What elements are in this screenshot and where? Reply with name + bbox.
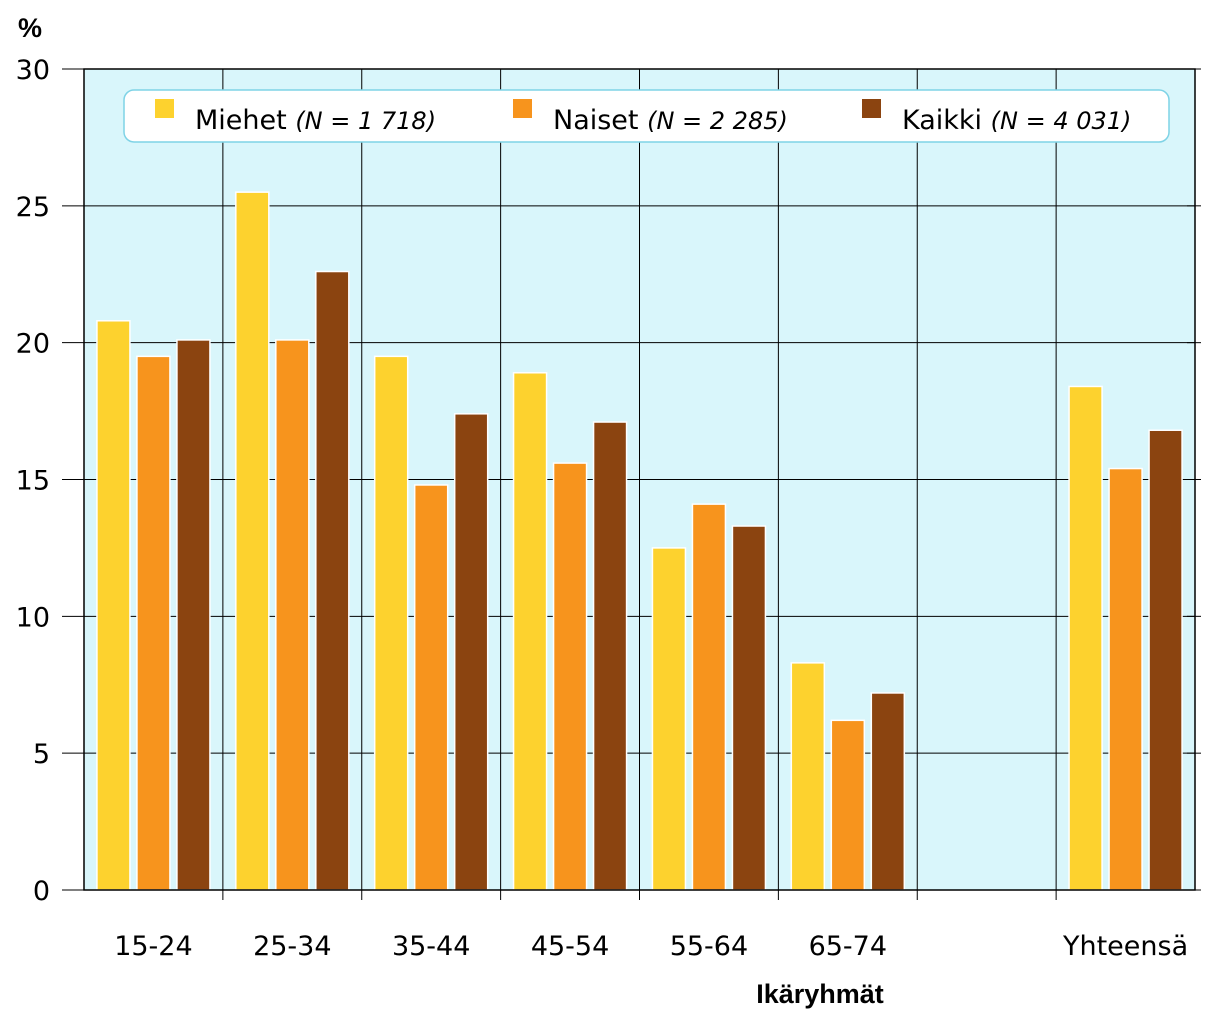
legend-note: (N = 2 285) — [647, 107, 788, 135]
legend-swatch-naiset — [513, 99, 532, 118]
legend-box — [123, 89, 1170, 143]
bar-naiset-25-34 — [275, 339, 310, 891]
legend-label-miehet: Miehet (N = 1 718) — [195, 105, 436, 136]
y-tick-label: 0 — [33, 876, 50, 907]
plot-frame — [83, 68, 1196, 891]
bar-naiset-55-64 — [691, 503, 727, 891]
y-tick-label: 15 — [16, 466, 50, 497]
bar-kaikki-15-24 — [176, 339, 211, 891]
axes — [62, 68, 1201, 900]
y-axis-title: % — [18, 13, 42, 43]
x-tick-label: 15-24 — [114, 931, 192, 962]
bar-miehet-35-44 — [373, 355, 409, 891]
x-tick-label: 45-54 — [531, 931, 609, 962]
bar-miehet-65-74 — [790, 662, 826, 891]
bar-kaikki-65-74 — [870, 692, 906, 891]
bar-miehet-25-34 — [235, 191, 270, 891]
y-tick-labels: 0 5 10 15 20 25 30 — [16, 55, 50, 907]
y-tick-label: 30 — [16, 55, 50, 86]
y-tick-label: 25 — [16, 192, 50, 223]
legend-label-kaikki: Kaikki (N = 4 031) — [902, 105, 1131, 136]
y-tick-label: 10 — [16, 602, 50, 633]
bar-naiset-65-74 — [830, 719, 866, 891]
legend: Miehet (N = 1 718) Naiset (N = 2 285) Kaik… — [123, 89, 1170, 143]
bar-kaikki-35-44 — [453, 413, 489, 891]
legend-swatch-kaikki — [862, 99, 881, 118]
x-tick-label: 65-74 — [809, 931, 887, 962]
x-tick-label: 35-44 — [392, 931, 470, 962]
bars — [96, 191, 1183, 891]
x-tick-labels: 15-24 25-34 35-44 45-54 55-64 65-74 Yhteensä — [114, 931, 1188, 962]
bar-kaikki-55-64 — [731, 525, 767, 891]
bar-naiset-15-24 — [136, 355, 171, 891]
y-tick-label: 5 — [33, 739, 50, 770]
x-tick-label: 25-34 — [253, 931, 331, 962]
bar-kaikki-45-54 — [592, 421, 628, 891]
bar-miehet-55-64 — [651, 547, 687, 891]
bar-miehet-Yhteensä — [1068, 385, 1103, 891]
legend-note: (N = 1 718) — [295, 107, 436, 135]
bar-naiset-45-54 — [552, 462, 588, 891]
bar-miehet-15-24 — [96, 320, 131, 891]
bar-kaikki-25-34 — [315, 270, 350, 891]
x-tick-label: 55-64 — [670, 931, 748, 962]
legend-swatch-miehet — [155, 99, 174, 118]
legend-note: (N = 4 031) — [991, 107, 1132, 135]
x-axis-title: Ikäryhmät — [756, 979, 884, 1009]
bar-naiset-Yhteensä — [1108, 467, 1143, 891]
y-tick-label: 20 — [16, 329, 50, 360]
bar-miehet-45-54 — [512, 372, 548, 891]
x-tick-label: Yhteensä — [1062, 931, 1188, 962]
bar-kaikki-Yhteensä — [1148, 429, 1183, 891]
bar-naiset-35-44 — [413, 484, 449, 891]
legend-label-naiset: Naiset (N = 2 285) — [553, 105, 788, 136]
